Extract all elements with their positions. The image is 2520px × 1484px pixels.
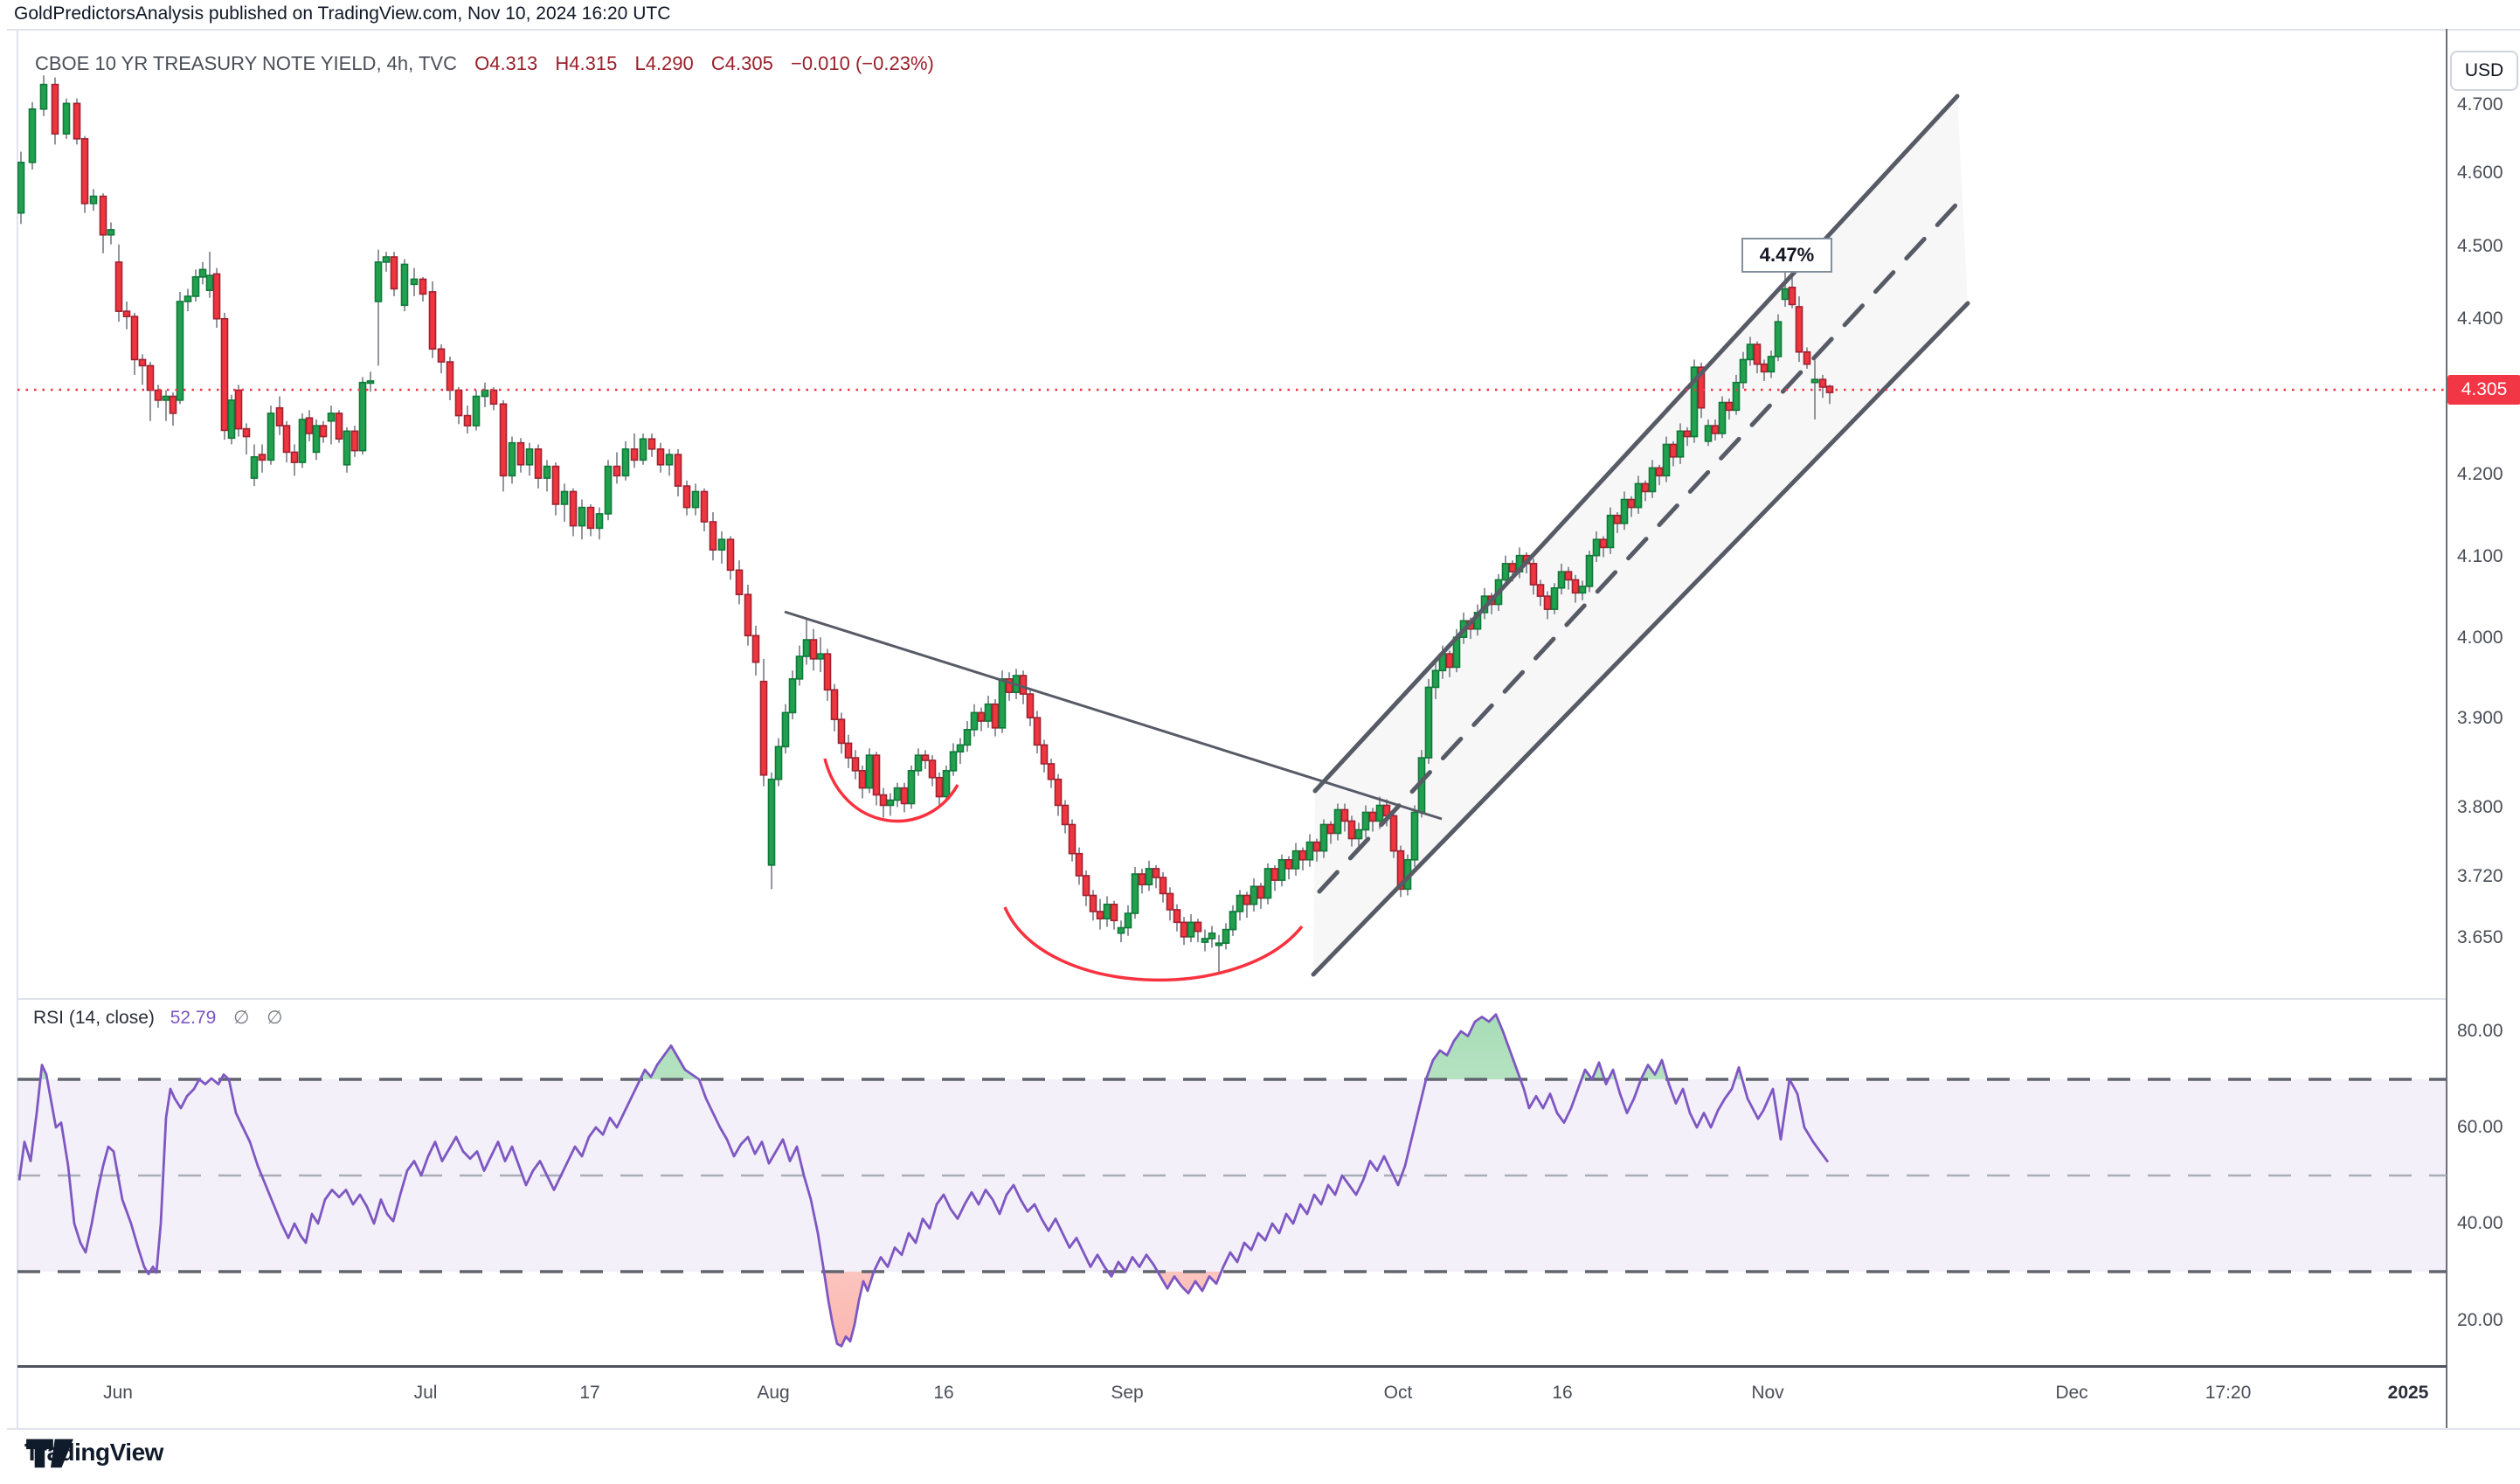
ohlc-low: L4.290	[634, 52, 694, 74]
time-axis-tick: 16	[1552, 1383, 1573, 1403]
price-target-text: 4.47%	[1759, 244, 1815, 266]
price-axis-tick: 3.720	[2457, 866, 2503, 886]
time-axis-tick: 2025	[2387, 1383, 2429, 1403]
time-axis-tick: Sep	[1111, 1383, 1144, 1403]
chart-top-border	[7, 29, 2520, 31]
pane-divider[interactable]	[17, 998, 2447, 1000]
time-axis-tick: Nov	[1751, 1383, 1784, 1403]
time-axis-tick: Jun	[103, 1383, 133, 1403]
price-axis-tick: 4.500	[2457, 236, 2503, 256]
currency-label: USD	[2464, 60, 2504, 80]
time-axis-tick: Oct	[1383, 1383, 1413, 1403]
rsi-value: 52.79	[170, 1008, 217, 1028]
price-axis-tick: 20.00	[2457, 1310, 2503, 1330]
price-axis-tick: 3.650	[2457, 927, 2503, 947]
price-axis[interactable]	[2447, 29, 2520, 1366]
currency-button[interactable]: USD	[2450, 51, 2518, 91]
price-axis-tick: 4.100	[2457, 546, 2503, 566]
symbol-legend[interactable]: CBOE 10 YR TREASURY NOTE YIELD, 4h, TVC …	[35, 52, 934, 75]
chart-bottom-border	[7, 1428, 2520, 1430]
price-axis-line	[2446, 29, 2447, 1429]
time-axis-tick: Aug	[757, 1383, 790, 1403]
rsi-legend[interactable]: RSI (14, close) 52.79 ∅ ∅	[33, 1007, 283, 1029]
price-chart-pane[interactable]	[17, 29, 2447, 999]
time-axis-tick: Jul	[413, 1383, 438, 1403]
chart-left-border	[17, 29, 18, 1429]
price-axis-tick: 60.00	[2457, 1117, 2503, 1137]
rsi-empty-slot-icon: ∅	[267, 1008, 283, 1028]
tradingview-logo-icon	[26, 1439, 73, 1468]
publication-bar: GoldPredictorsAnalysis published on Trad…	[0, 0, 2520, 29]
change-value: −0.010 (−0.23%)	[790, 52, 934, 74]
last-price-value: 4.305	[2461, 379, 2508, 399]
time-axis-tick: 16	[933, 1383, 954, 1403]
time-axis-tick: 17	[579, 1383, 600, 1403]
price-axis-tick: 80.00	[2457, 1021, 2503, 1041]
time-axis-line	[17, 1365, 2447, 1368]
price-axis-tick: 4.000	[2457, 628, 2503, 648]
ohlc-open: O4.313	[474, 52, 538, 74]
price-axis-tick: 3.900	[2457, 708, 2503, 728]
price-target-label[interactable]: 4.47%	[1741, 238, 1832, 273]
rsi-label: RSI (14, close)	[33, 1008, 155, 1028]
price-axis-tick: 4.400	[2457, 309, 2503, 329]
time-axis-tick: Dec	[2055, 1383, 2088, 1403]
symbol-title: CBOE 10 YR TREASURY NOTE YIELD, 4h, TVC	[35, 52, 457, 74]
time-axis-tick: 17:20	[2205, 1383, 2252, 1403]
price-axis-tick: 4.700	[2457, 94, 2503, 114]
price-axis-tick: 40.00	[2457, 1213, 2503, 1233]
price-axis-tick: 4.200	[2457, 464, 2503, 484]
publication-text: GoldPredictorsAnalysis published on Trad…	[14, 3, 671, 24]
price-axis-tick: 4.600	[2457, 163, 2503, 183]
ohlc-close: C4.305	[710, 52, 773, 74]
rsi-indicator-pane[interactable]	[17, 999, 2447, 1366]
price-axis-tick: 3.800	[2457, 797, 2503, 817]
tradingview-branding[interactable]: TradingView	[24, 1439, 163, 1468]
last-price-badge: 4.305	[2447, 375, 2520, 405]
ohlc-high: H4.315	[555, 52, 618, 74]
rsi-empty-slot-icon: ∅	[233, 1008, 250, 1028]
